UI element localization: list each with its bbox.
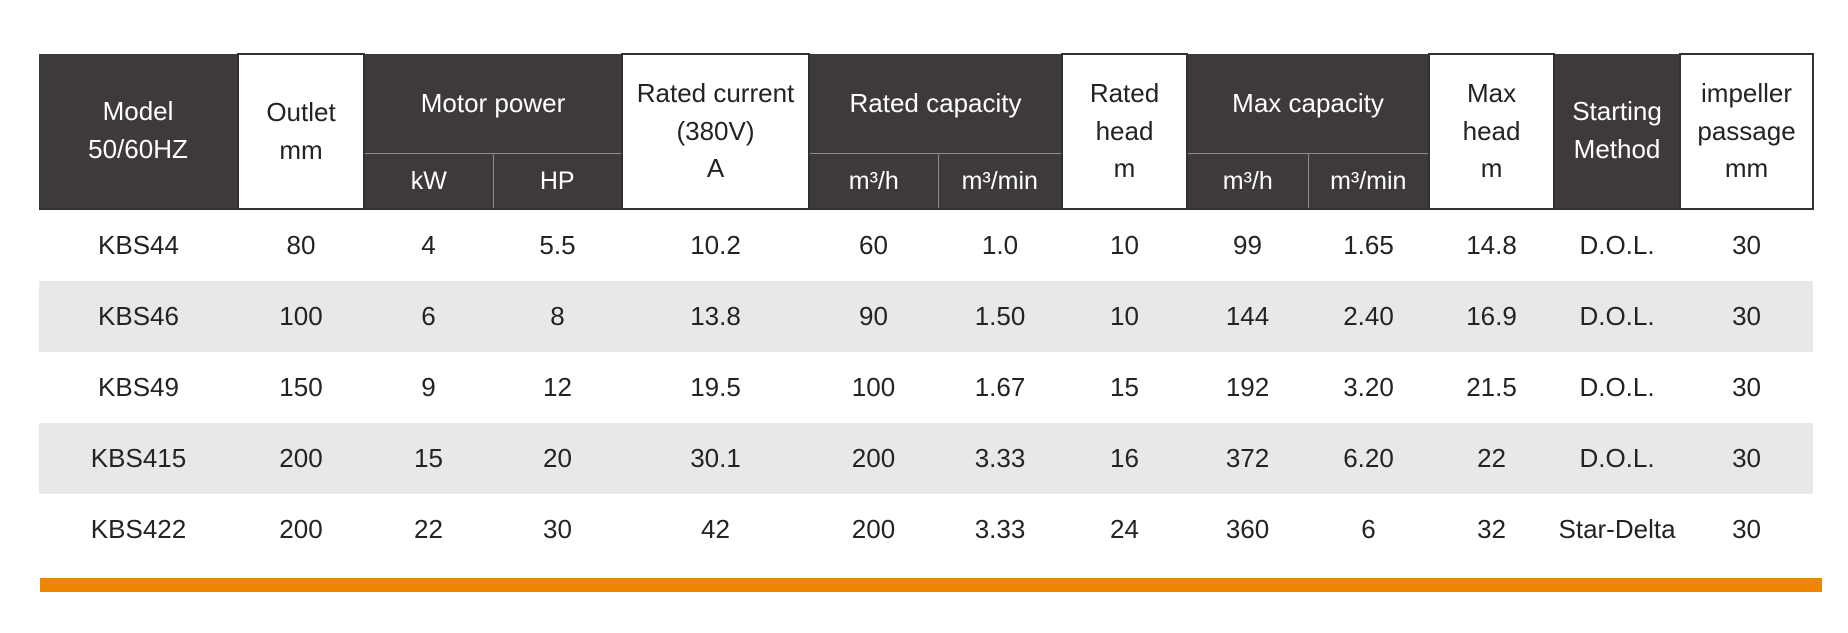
table-cell: 8 [493, 281, 622, 352]
header-rated-capacity: Rated capacity [809, 54, 1063, 154]
table-cell: 19.5 [622, 352, 809, 423]
subheader-rated-m3min: m³/min [937, 153, 1063, 210]
table-cell: 10 [1062, 281, 1188, 352]
table-cell: 100 [809, 352, 938, 423]
subheader-max-m3h: m³/h [1187, 153, 1309, 210]
table-body: KBS44 80 4 5.5 10.2 60 1.0 10 99 1.65 14.8 D.O.L. 30… [39, 209, 1814, 565]
table-cell: 1.67 [938, 352, 1063, 423]
table-cell: 9 [364, 352, 493, 423]
table-cell: 22 [1429, 423, 1555, 494]
header-model: Model 50/60HZ [39, 54, 238, 210]
table-cell: 13.8 [622, 281, 809, 352]
table-cell: 200 [809, 423, 938, 494]
table-cell: 200 [809, 494, 938, 565]
table-row: KBS49 150 9 12 19.5 100 1.67 15 192 3.20 21.5 D.O.L… [39, 352, 1814, 423]
subheader-max-m3min: m³/min [1307, 153, 1430, 210]
table-cell: 90 [809, 281, 938, 352]
table-cell: 21.5 [1429, 352, 1555, 423]
table-cell: KBS415 [39, 423, 238, 494]
table-cell: 22 [364, 494, 493, 565]
header-motor-power: Motor power [364, 54, 622, 154]
table-cell: 80 [238, 209, 364, 281]
header-group-row: Model 50/60HZ Outlet mm Motor power Rate… [39, 53, 1815, 210]
table-row: KBS44 80 4 5.5 10.2 60 1.0 10 99 1.65 14.8 D.O.L. 30 [39, 209, 1814, 281]
table-cell: 372 [1187, 423, 1309, 494]
table-cell: KBS422 [39, 494, 238, 565]
table-cell: 3.33 [938, 494, 1063, 565]
table-cell: 3.20 [1308, 352, 1430, 423]
table-cell: 15 [364, 423, 493, 494]
header-starting-method: Starting Method [1554, 54, 1681, 210]
table-cell: 14.8 [1429, 209, 1555, 281]
table-cell: 4 [364, 209, 493, 281]
table-cell: 15 [1062, 352, 1188, 423]
subheader-rated-m3h: m³/h [809, 153, 938, 210]
table-cell: 200 [238, 423, 364, 494]
table-cell: 16 [1062, 423, 1188, 494]
table-cell: 3.33 [938, 423, 1063, 494]
table-header: Model 50/60HZ Outlet mm Motor power Rate… [39, 53, 1815, 210]
header-rated-head: Rated head m [1061, 53, 1189, 210]
table-cell: 100 [238, 281, 364, 352]
table-cell: KBS49 [39, 352, 238, 423]
table-cell: 16.9 [1429, 281, 1555, 352]
table-cell: D.O.L. [1554, 352, 1681, 423]
table-cell: 30 [493, 494, 622, 565]
header-outlet: Outlet mm [237, 53, 365, 210]
table-cell: 192 [1187, 352, 1309, 423]
table-cell: 12 [493, 352, 622, 423]
table-cell: 1.0 [938, 209, 1063, 281]
header-max-capacity: Max capacity [1187, 54, 1430, 154]
table-cell: 30 [1680, 281, 1814, 352]
header-sub-row: kW HP m³/h m³/min m³/h m³/min [39, 153, 1813, 210]
table-cell: 360 [1187, 494, 1309, 565]
table-cell: 42 [622, 494, 809, 565]
table-cell: 24 [1062, 494, 1188, 565]
table-cell: KBS44 [39, 209, 238, 281]
table-cell: 60 [809, 209, 938, 281]
table-cell: 200 [238, 494, 364, 565]
table-cell: 2.40 [1308, 281, 1430, 352]
table-cell: 30 [1680, 352, 1814, 423]
subheader-kw: kW [364, 153, 493, 210]
table-cell: 6 [1308, 494, 1430, 565]
table-cell: 32 [1429, 494, 1555, 565]
table-cell: 99 [1187, 209, 1309, 281]
accent-bar [40, 578, 1822, 592]
table-cell: Star-Delta [1554, 494, 1681, 565]
table-cell: 10 [1062, 209, 1188, 281]
table-row: KBS415 200 15 20 30.1 200 3.33 16 372 6.20 22 D.O.L… [39, 423, 1814, 494]
table-cell: 10.2 [622, 209, 809, 281]
table-cell: D.O.L. [1554, 281, 1681, 352]
table-cell: 1.50 [938, 281, 1063, 352]
table-cell: 5.5 [493, 209, 622, 281]
table-cell: 30 [1680, 423, 1814, 494]
subheader-hp: HP [492, 153, 622, 210]
header-rated-current: Rated current (380V) A [621, 53, 810, 210]
table-cell: 150 [238, 352, 364, 423]
table-cell: 30 [1680, 209, 1814, 281]
header-max-head: Max head m [1428, 53, 1556, 210]
table-cell: D.O.L. [1554, 423, 1681, 494]
table-cell: 6 [364, 281, 493, 352]
table-cell: D.O.L. [1554, 209, 1681, 281]
table-cell: 1.65 [1308, 209, 1430, 281]
table-cell: 144 [1187, 281, 1309, 352]
table-cell: 6.20 [1308, 423, 1430, 494]
table-cell: 30 [1680, 494, 1814, 565]
table-cell: 20 [493, 423, 622, 494]
table-cell: 30.1 [622, 423, 809, 494]
pump-spec-table: Model 50/60HZ Outlet mm Motor power Rate… [39, 53, 1815, 565]
table-cell: KBS46 [39, 281, 238, 352]
header-impeller-passage: impeller passage mm [1679, 53, 1815, 210]
table-row: KBS46 100 6 8 13.8 90 1.50 10 144 2.40 16.9 D.O.L. 3… [39, 281, 1814, 352]
table-row: KBS422 200 22 30 42 200 3.33 24 360 6 32 Star-Delta… [39, 494, 1814, 565]
